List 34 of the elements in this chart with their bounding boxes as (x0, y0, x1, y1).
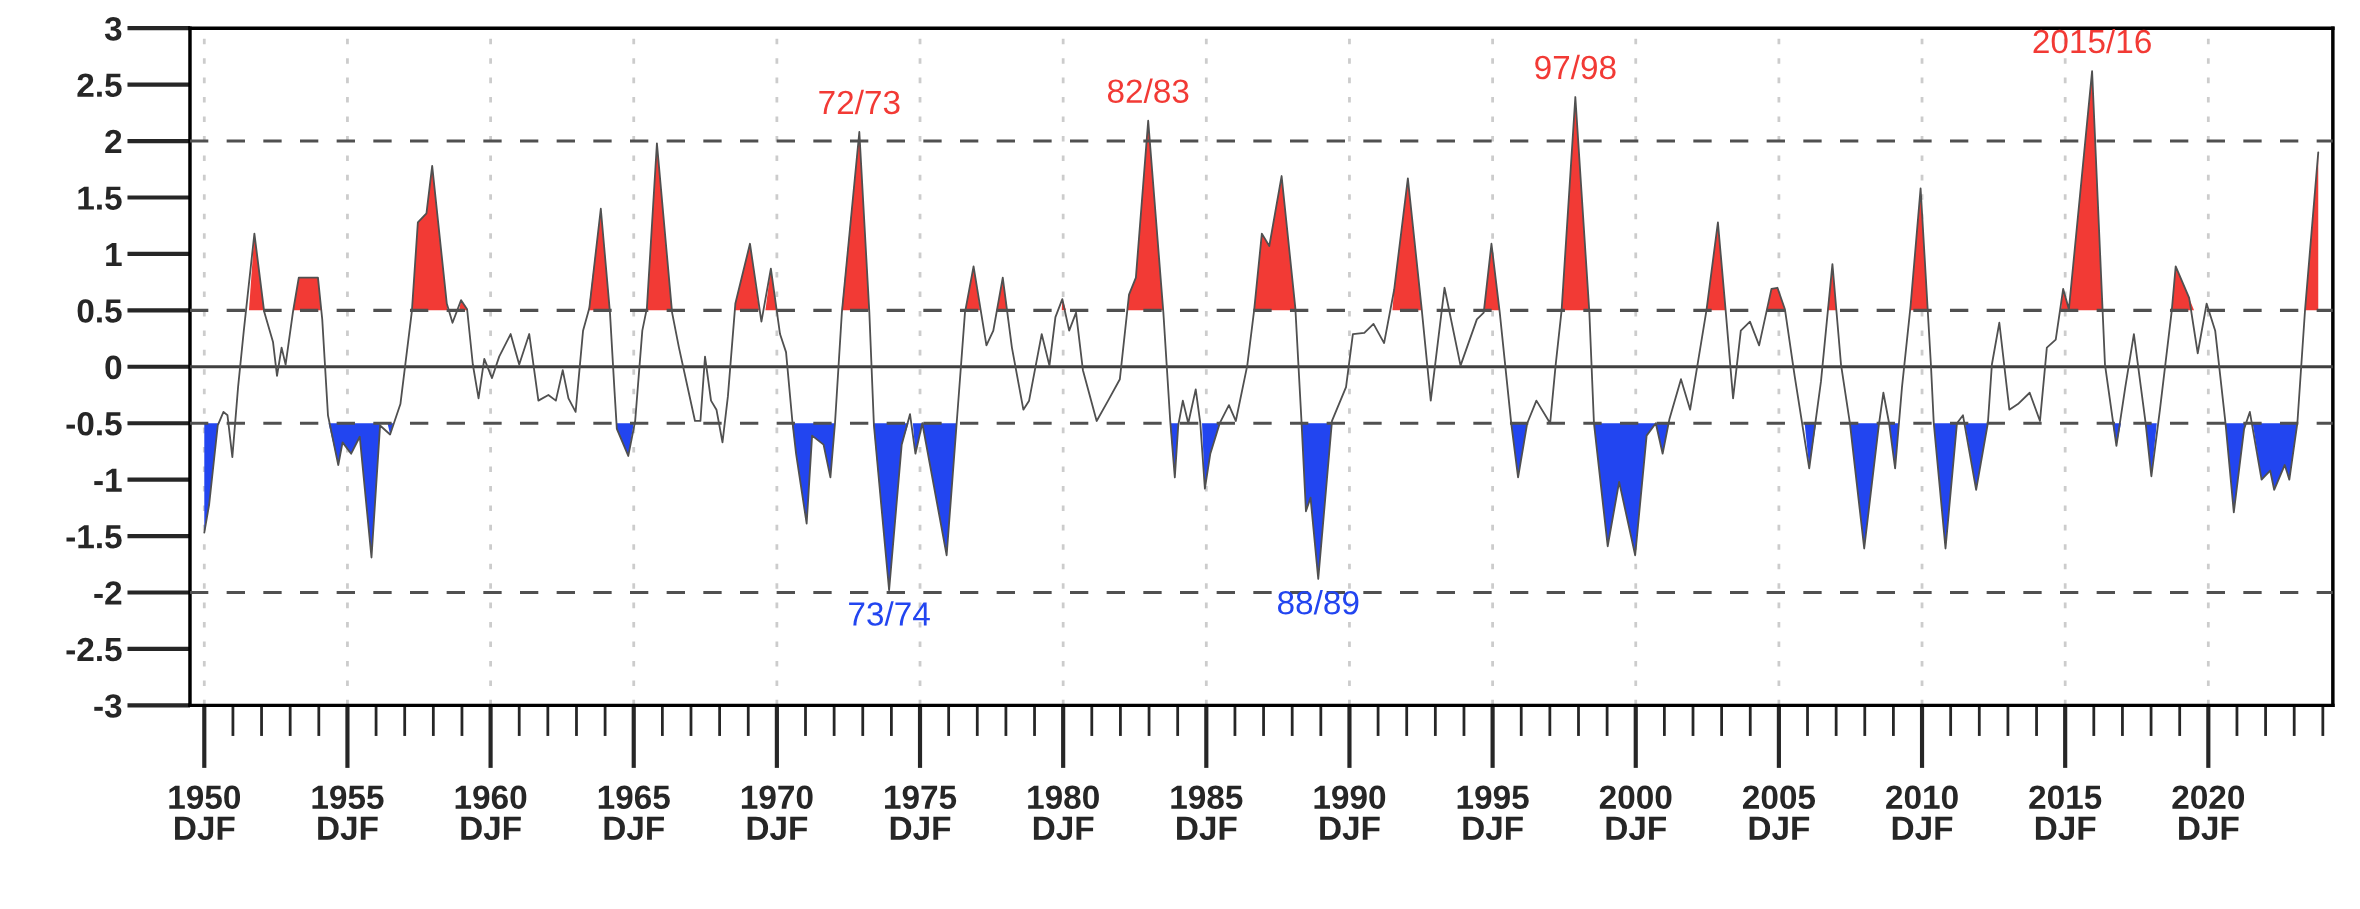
x-tick-label: 1950 DJF (169, 785, 241, 841)
y-tick-label: 2 (105, 129, 122, 154)
annotation: 88/89 (1277, 590, 1359, 615)
x-tick-label: 1995 DJF (1457, 785, 1529, 841)
x-tick-label: 1955 DJF (312, 785, 384, 841)
x-tick-label: 1975 DJF (885, 785, 957, 841)
y-tick-label: -3 (94, 694, 122, 718)
annotation: 72/73 (819, 89, 900, 115)
annotation: 2015/16 (2033, 28, 2151, 54)
x-tick-label: 1960 DJF (455, 785, 527, 841)
y-tick-label: 0.5 (77, 299, 122, 323)
x-tick-label: 2010 DJF (1886, 785, 1958, 841)
x-tick-label: 1965 DJF (598, 785, 670, 841)
x-tick-label: 2005 DJF (1742, 785, 1816, 841)
y-tick-label: 1 (106, 243, 122, 266)
y-tick-label: -1 (94, 468, 122, 492)
x-tick-label: 1985 DJF (1171, 785, 1243, 841)
y-tick-label: 0 (105, 355, 122, 380)
x-tick-label: 2020 DJF (2172, 785, 2245, 841)
x-tick-label: 1990 DJF (1314, 785, 1386, 841)
y-tick-label: -0.5 (66, 412, 122, 436)
annotation: 97/98 (1535, 54, 1616, 80)
y-tick-label: -2 (94, 581, 122, 605)
y-tick-label: -1.5 (66, 525, 122, 549)
x-tick-label: 1970 DJF (741, 785, 813, 841)
y-tick-label: -2.5 (66, 637, 122, 662)
y-tick-label: 2.5 (77, 73, 122, 98)
y-tick-label: 1.5 (78, 186, 122, 210)
annotation: 73/74 (849, 601, 930, 626)
x-tick-label: 1980 DJF (1028, 785, 1099, 841)
y-tick-label: 3 (104, 16, 122, 41)
x-tick-label: 2015 DJF (2029, 785, 2102, 841)
annotation: 82/83 (1107, 78, 1189, 104)
x-tick-label: 2000 DJF (1599, 785, 1672, 841)
